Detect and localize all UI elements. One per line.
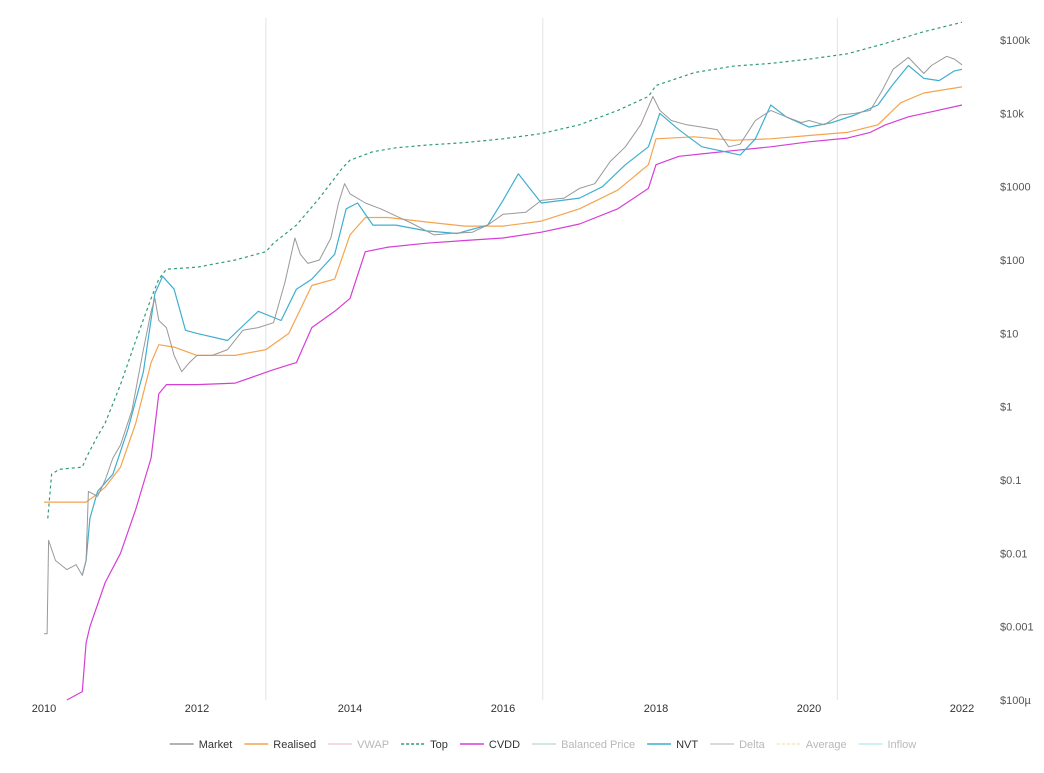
- y-tick-label: $0.001: [1000, 622, 1034, 634]
- vertical-markers: [265, 18, 838, 700]
- legend-item-delta[interactable]: Delta: [710, 739, 766, 751]
- x-tick-label: 2018: [644, 703, 668, 715]
- legend-item-inflow[interactable]: Inflow: [858, 739, 917, 751]
- legend-item-vwap[interactable]: VWAP: [328, 739, 389, 751]
- y-axis: $100µ $0.001 $0.01 $0.1 $1 $10 $100 $1000 $10k $1…: [1000, 35, 1034, 707]
- legend-label: NVT: [676, 739, 698, 751]
- y-tick-label: $1: [1000, 402, 1012, 414]
- series-line-nvt: [81, 64, 963, 576]
- legend-item-average[interactable]: Average: [776, 739, 847, 751]
- y-tick-label: $1000: [1000, 182, 1031, 194]
- legend-label: Inflow: [888, 739, 917, 751]
- x-tick-label: 2016: [491, 703, 515, 715]
- legend-label: Realised: [273, 739, 316, 751]
- legend-label: CVDD: [489, 739, 520, 751]
- legend-item-balanced-price[interactable]: Balanced Price: [532, 739, 635, 751]
- legend-label: Average: [806, 739, 847, 751]
- legend[interactable]: Market Realised VWAP Top CVDD Balanced Price N…: [169, 739, 917, 751]
- y-tick-label: $0.1: [1000, 475, 1021, 487]
- legend-item-market[interactable]: Market: [169, 739, 233, 751]
- legend-label: Delta: [739, 739, 766, 751]
- series-line-realised: [44, 86, 963, 503]
- series-line-cvdd: [66, 104, 963, 701]
- series-line-market: [44, 55, 963, 635]
- legend-label: Balanced Price: [561, 739, 635, 751]
- x-tick-label: 2012: [185, 703, 209, 715]
- legend-item-nvt[interactable]: NVT: [647, 739, 698, 751]
- legend-label: Top: [430, 739, 448, 751]
- y-tick-label: $100k: [1000, 35, 1030, 47]
- legend-item-cvdd[interactable]: CVDD: [459, 739, 520, 751]
- legend-item-realised[interactable]: Realised: [244, 739, 316, 751]
- y-tick-label: $100: [1000, 255, 1024, 267]
- x-tick-label: 2022: [950, 703, 974, 715]
- x-tick-label: 2020: [797, 703, 821, 715]
- y-tick-label: $10k: [1000, 108, 1024, 120]
- y-tick-label: $0.01: [1000, 548, 1028, 560]
- legend-label: Market: [199, 739, 233, 751]
- series-line-top: [47, 21, 963, 519]
- legend-item-top[interactable]: Top: [401, 739, 448, 751]
- x-tick-label: 2014: [338, 703, 362, 715]
- y-tick-label: $10: [1000, 328, 1018, 340]
- y-tick-label: $100µ: [1000, 695, 1031, 707]
- x-tick-label: 2010: [32, 703, 56, 715]
- series-layer: [44, 21, 963, 701]
- x-axis: 2010 2012 2014 2016 2018 2020 2022: [32, 703, 974, 715]
- legend-label: VWAP: [357, 739, 389, 751]
